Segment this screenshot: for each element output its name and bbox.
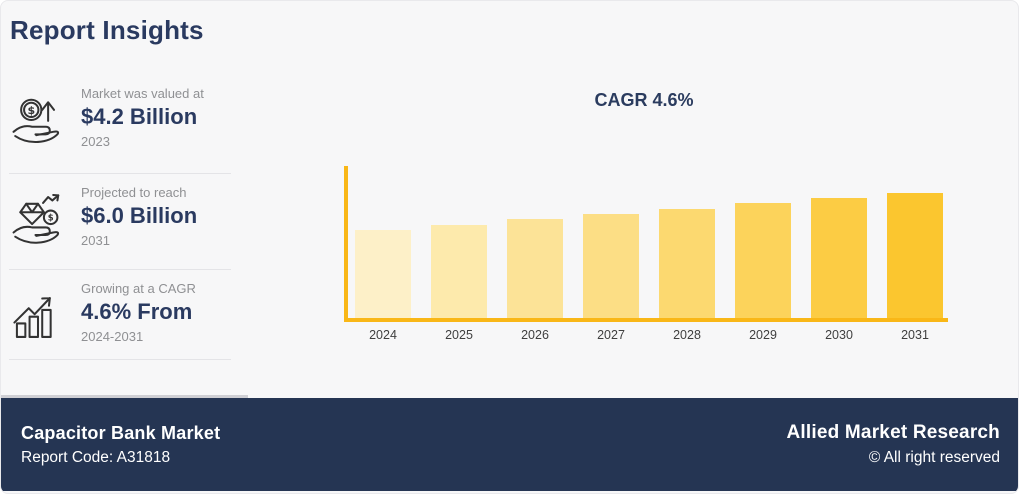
stat-projection: $ Projected to reach $6.0 Billion 2031 — [11, 185, 236, 248]
x-tick-label: 2029 — [749, 328, 777, 342]
report-code: Report Code: A31818 — [21, 448, 171, 466]
footer: Capacitor Bank Market Report Code: A3181… — [1, 398, 1018, 491]
divider — [9, 359, 231, 360]
stat-value: $6.0 Billion — [81, 203, 198, 229]
svg-text:$: $ — [48, 213, 54, 223]
footer-left: Capacitor Bank Market Report Code: A3181… — [21, 423, 220, 467]
brand-name: Allied Market Research — [786, 422, 1000, 443]
bar-2031 — [887, 193, 943, 318]
x-tick-label: 2031 — [901, 328, 929, 342]
bar-2028 — [659, 209, 715, 318]
bar-2026 — [507, 219, 563, 318]
stat-caption: Projected to reach — [81, 185, 187, 200]
page-title: Report Insights — [10, 15, 204, 45]
footer-tab-strip — [1, 395, 248, 398]
coin-growth-hand-icon: $ — [11, 92, 65, 148]
stat-cagr: Growing at a CAGR 4.6% From 2024-2031 — [11, 281, 236, 344]
bar-2027 — [583, 214, 639, 318]
bar-chart — [344, 166, 948, 322]
x-axis-labels: 2024 2025 2026 2027 2028 2029 2030 2031 — [348, 328, 943, 342]
stat-text: Growing at a CAGR 4.6% From 2024-2031 — [81, 281, 196, 344]
divider — [9, 269, 231, 270]
gem-coin-hand-icon: $ — [11, 191, 65, 247]
x-tick-label: 2030 — [825, 328, 853, 342]
chart-title: CAGR 4.6% — [594, 90, 694, 110]
stat-value: 4.6% From — [81, 299, 193, 325]
x-tick-label: 2028 — [673, 328, 701, 342]
market-name: Capacitor Bank Market — [21, 422, 221, 443]
x-tick-label: 2027 — [597, 328, 625, 342]
growth-chart-icon — [11, 287, 65, 343]
divider — [9, 173, 231, 174]
stat-value: $4.2 Billion — [81, 104, 198, 130]
stat-period: 2031 — [81, 232, 110, 248]
x-tick-label: 2025 — [445, 328, 473, 342]
stat-caption: Growing at a CAGR — [81, 281, 196, 296]
bar-2030 — [811, 198, 867, 318]
stat-text: Market was valued at $4.2 Billion 2023 — [81, 86, 204, 149]
copyright: © All right reserved — [868, 449, 1000, 466]
stat-period: 2024-2031 — [81, 328, 144, 344]
svg-text:$: $ — [27, 104, 35, 117]
stat-market-value: $ Market was valued at $4.2 Billion 2023 — [11, 86, 236, 149]
stat-caption: Market was valued at — [81, 86, 204, 101]
stat-period: 2023 — [81, 133, 110, 149]
bar-2029 — [735, 203, 791, 318]
bar-2025 — [431, 225, 487, 318]
x-tick-label: 2026 — [521, 328, 549, 342]
bar-2024 — [355, 230, 411, 318]
bars-container — [348, 166, 948, 318]
x-tick-label: 2024 — [369, 328, 397, 342]
footer-right: Allied Market Research © All right reser… — [787, 422, 1001, 467]
stat-text: Projected to reach $6.0 Billion 2031 — [81, 185, 197, 248]
